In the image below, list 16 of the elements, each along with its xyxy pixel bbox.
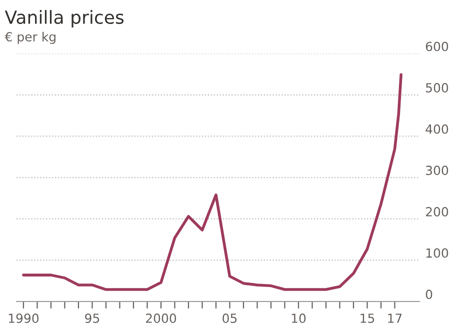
y-tick-label: 0 <box>426 290 432 300</box>
x-tick-label: 2000 <box>146 314 176 323</box>
x-tick-label: 05 <box>222 314 237 323</box>
y-tick-label: 500 <box>426 83 448 92</box>
y-tick-label: 400 <box>426 124 448 134</box>
chart-subtitle: € per kg <box>4 32 56 44</box>
x-tick-label: 10 <box>292 314 306 323</box>
x-tick-label: 95 <box>85 314 100 323</box>
y-tick-label: 300 <box>426 166 448 176</box>
chart-title: Vanilla prices <box>4 10 124 28</box>
x-tick-label: 15 <box>360 314 374 323</box>
x-tick-label: 17 <box>388 314 402 323</box>
y-tick-label: 100 <box>426 248 448 258</box>
x-tick-label: 1990 <box>8 314 39 323</box>
y-tick-label: 600 <box>426 42 448 52</box>
y-tick-label: 200 <box>426 206 448 216</box>
